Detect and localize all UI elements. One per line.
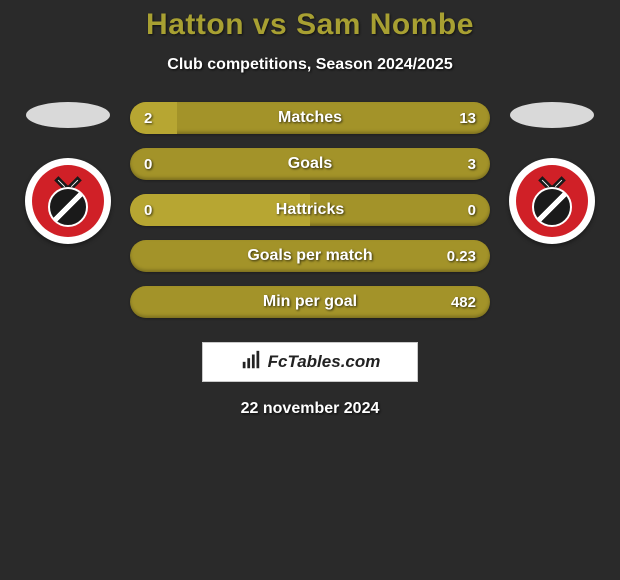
stat-right-value: 3 [468, 156, 476, 173]
comparison-card: Hatton vs Sam Nombe Club competitions, S… [0, 0, 620, 418]
club-crest-left [25, 158, 111, 244]
stat-row-gpm: Goals per match 0.23 [130, 240, 490, 272]
stat-left-value: 2 [144, 110, 152, 127]
stat-row-goals: 0 Goals 3 [130, 148, 490, 180]
stat-right-value: 482 [451, 294, 476, 311]
football-icon [48, 187, 88, 227]
chart-icon [240, 349, 262, 376]
main-row: 2 Matches 13 0 Goals 3 0 Hattricks 0 Goa… [0, 102, 620, 318]
brand-text: FcTables.com [268, 352, 381, 372]
player-right [502, 102, 602, 244]
page-title: Hatton vs Sam Nombe [0, 8, 620, 42]
stat-label: Goals per match [247, 247, 372, 265]
stat-label: Hattricks [276, 201, 344, 219]
stat-row-mpg: Min per goal 482 [130, 286, 490, 318]
stat-row-hattricks: 0 Hattricks 0 [130, 194, 490, 226]
subtitle: Club competitions, Season 2024/2025 [0, 56, 620, 74]
stat-left-value: 0 [144, 156, 152, 173]
brand-badge: FcTables.com [202, 342, 418, 382]
stat-right-value: 0 [468, 202, 476, 219]
stat-right-value: 13 [459, 110, 476, 127]
stat-label: Min per goal [263, 293, 357, 311]
stat-bars: 2 Matches 13 0 Goals 3 0 Hattricks 0 Goa… [130, 102, 490, 318]
player-silhouette-icon [26, 102, 110, 128]
stat-right-value: 0.23 [447, 248, 476, 265]
stat-fill [130, 102, 177, 134]
stat-label: Matches [278, 109, 342, 127]
player-silhouette-icon [510, 102, 594, 128]
football-icon [532, 187, 572, 227]
stat-row-matches: 2 Matches 13 [130, 102, 490, 134]
club-crest-right [509, 158, 595, 244]
player-left [18, 102, 118, 244]
stat-label: Goals [288, 155, 332, 173]
date-label: 22 november 2024 [0, 400, 620, 418]
stat-left-value: 0 [144, 202, 152, 219]
